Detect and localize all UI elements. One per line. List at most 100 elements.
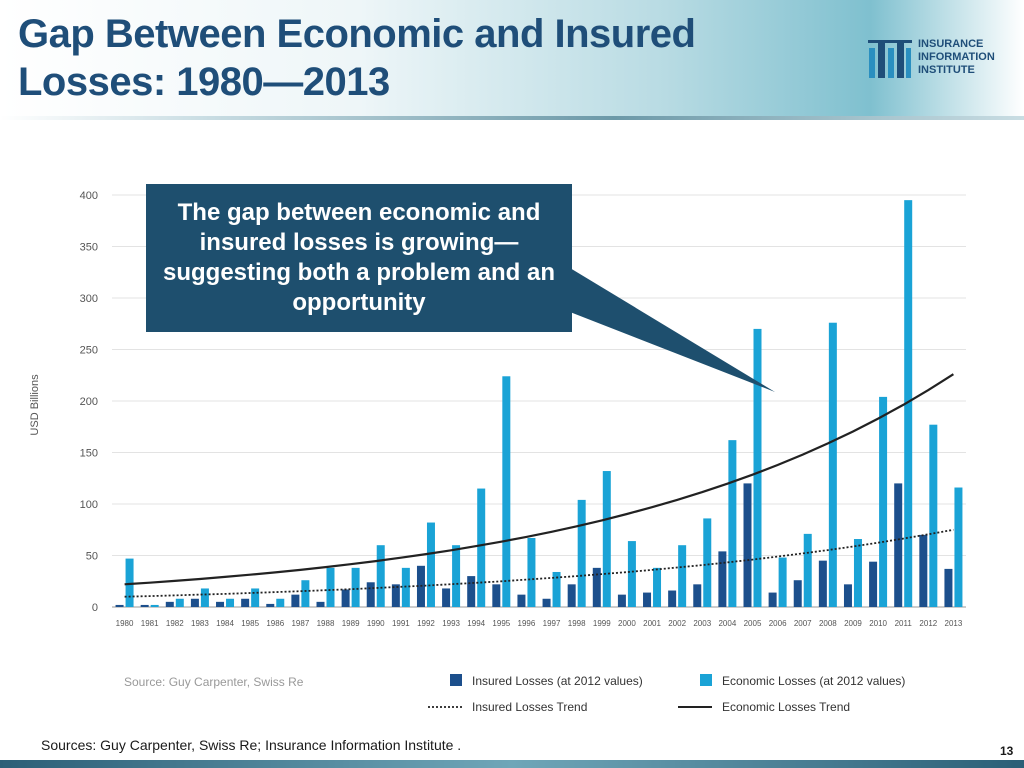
- x-tick-label: 1986: [266, 619, 284, 628]
- iii-logo-text: INSURANCE INFORMATION INSTITUTE: [918, 38, 1018, 77]
- insured-loss-bar: [316, 601, 325, 607]
- slide-title-line2: Losses: 1980—2013: [18, 60, 390, 104]
- economic-loss-bar: [477, 488, 486, 607]
- insured-loss-bar: [617, 594, 626, 607]
- insured-loss-bar: [492, 584, 501, 607]
- legend-swatch: [450, 674, 462, 686]
- insured-loss-bar: [843, 584, 852, 607]
- economic-loss-bar: [653, 567, 662, 607]
- logo-line2: INFORMATION: [918, 51, 995, 63]
- insured-loss-bar: [140, 604, 149, 607]
- insured-loss-bar: [216, 601, 225, 607]
- economic-loss-bar: [452, 545, 461, 607]
- x-tick-label: 2006: [769, 619, 787, 628]
- economic-loss-bar: [326, 567, 335, 607]
- x-tick-label: 2008: [819, 619, 837, 628]
- economic-loss-bar: [929, 424, 938, 607]
- economic-loss-bar: [301, 580, 310, 607]
- legend-swatch: [700, 674, 712, 686]
- insured-loss-bar: [542, 598, 551, 607]
- legend-label: Economic Losses Trend: [722, 700, 850, 714]
- economic-loss-bar: [577, 499, 586, 607]
- x-tick-label: 2007: [794, 619, 812, 628]
- insured-loss-bar: [718, 551, 727, 607]
- x-tick-label: 2004: [718, 619, 736, 628]
- x-tick-label: 2002: [668, 619, 686, 628]
- insured-loss-bar: [668, 590, 677, 607]
- insured-loss-bar: [643, 592, 652, 607]
- chart-source-note: Source: Guy Carpenter, Swiss Re: [124, 675, 304, 689]
- insured-loss-bar: [818, 560, 827, 607]
- y-tick-label: 250: [80, 345, 98, 357]
- y-tick-label: 300: [80, 293, 98, 305]
- insured-loss-bar: [894, 483, 903, 607]
- x-tick-label: 1990: [367, 619, 385, 628]
- iii-logo: INSURANCE INFORMATION INSTITUTE: [868, 38, 1018, 82]
- y-tick-label: 200: [80, 396, 98, 408]
- callout-box: The gap between economic and insured los…: [146, 184, 572, 332]
- insured-trend-line: [124, 528, 954, 598]
- economic-loss-bar: [602, 471, 611, 607]
- economic-loss-bar: [276, 598, 285, 607]
- insured-loss-bar: [391, 584, 400, 607]
- logo-line3: INSTITUTE: [918, 64, 975, 76]
- insured-loss-bar: [944, 568, 953, 607]
- x-tick-label: 1985: [241, 619, 259, 628]
- economic-loss-bar: [175, 598, 184, 607]
- insured-loss-bar: [793, 580, 802, 607]
- x-tick-label: 1987: [291, 619, 309, 628]
- x-tick-label: 1998: [568, 619, 586, 628]
- axis-labels: 0 50 100 150 200 250 300 350 400 USD Billions 1980…: [29, 190, 963, 628]
- economic-loss-bar: [150, 604, 159, 607]
- x-tick-label: 1991: [392, 619, 410, 628]
- insured-loss-bar: [567, 584, 576, 607]
- x-tick-label: 1996: [518, 619, 536, 628]
- slide-header: [0, 0, 1024, 120]
- insured-loss-bar: [517, 594, 526, 607]
- x-tick-label: 1989: [342, 619, 360, 628]
- economic-loss-bar: [627, 541, 636, 607]
- bottom-bar: [0, 760, 1024, 768]
- insured-loss-bar: [341, 589, 350, 607]
- economic-loss-bar: [803, 533, 812, 607]
- iii-logo-mark: [868, 40, 912, 78]
- economic-trend-line: [124, 373, 954, 586]
- economic-loss-bar: [678, 545, 687, 607]
- legend-label: Insured Losses Trend: [472, 700, 587, 714]
- economic-loss-bar: [226, 598, 235, 607]
- x-tick-label: 2010: [869, 619, 887, 628]
- x-tick-label: 2005: [744, 619, 762, 628]
- insured-loss-bar: [291, 594, 300, 607]
- trend-lines: [124, 373, 954, 598]
- economic-loss-bar: [879, 396, 888, 607]
- x-tick-label: 2009: [844, 619, 862, 628]
- economic-loss-bar: [753, 328, 762, 607]
- economic-loss-bar: [200, 588, 209, 607]
- x-tick-label: 2000: [618, 619, 636, 628]
- x-tick-label: 1994: [467, 619, 485, 628]
- page-number: 13: [1000, 744, 1014, 758]
- insured-loss-bar: [241, 598, 250, 607]
- x-tick-label: 1993: [442, 619, 460, 628]
- y-tick-label: 350: [80, 242, 98, 254]
- economic-loss-bar: [376, 545, 385, 607]
- y-tick-label: 100: [80, 499, 98, 511]
- insured-loss-bar: [693, 584, 702, 607]
- insured-loss-bar: [467, 576, 476, 607]
- y-tick-label: 400: [80, 190, 98, 202]
- y-tick-label: 150: [80, 448, 98, 460]
- insured-loss-bar: [743, 483, 752, 607]
- insured-loss-bar: [919, 534, 928, 607]
- economic-loss-bar: [954, 487, 963, 607]
- legend-label: Insured Losses (at 2012 values): [472, 674, 643, 688]
- x-tick-label: 1982: [166, 619, 184, 628]
- slide-title: Gap Between Economic and Insured Losses:…: [18, 10, 818, 106]
- x-tick-label: 1983: [191, 619, 209, 628]
- insured-loss-bar: [266, 603, 275, 607]
- y-axis-title: USD Billions: [29, 374, 41, 436]
- footer-sources: Sources: Guy Carpenter, Swiss Re; Insura…: [41, 737, 462, 753]
- bars: [115, 200, 963, 607]
- x-tick-label: 2013: [945, 619, 963, 628]
- insured-loss-bar: [442, 588, 451, 607]
